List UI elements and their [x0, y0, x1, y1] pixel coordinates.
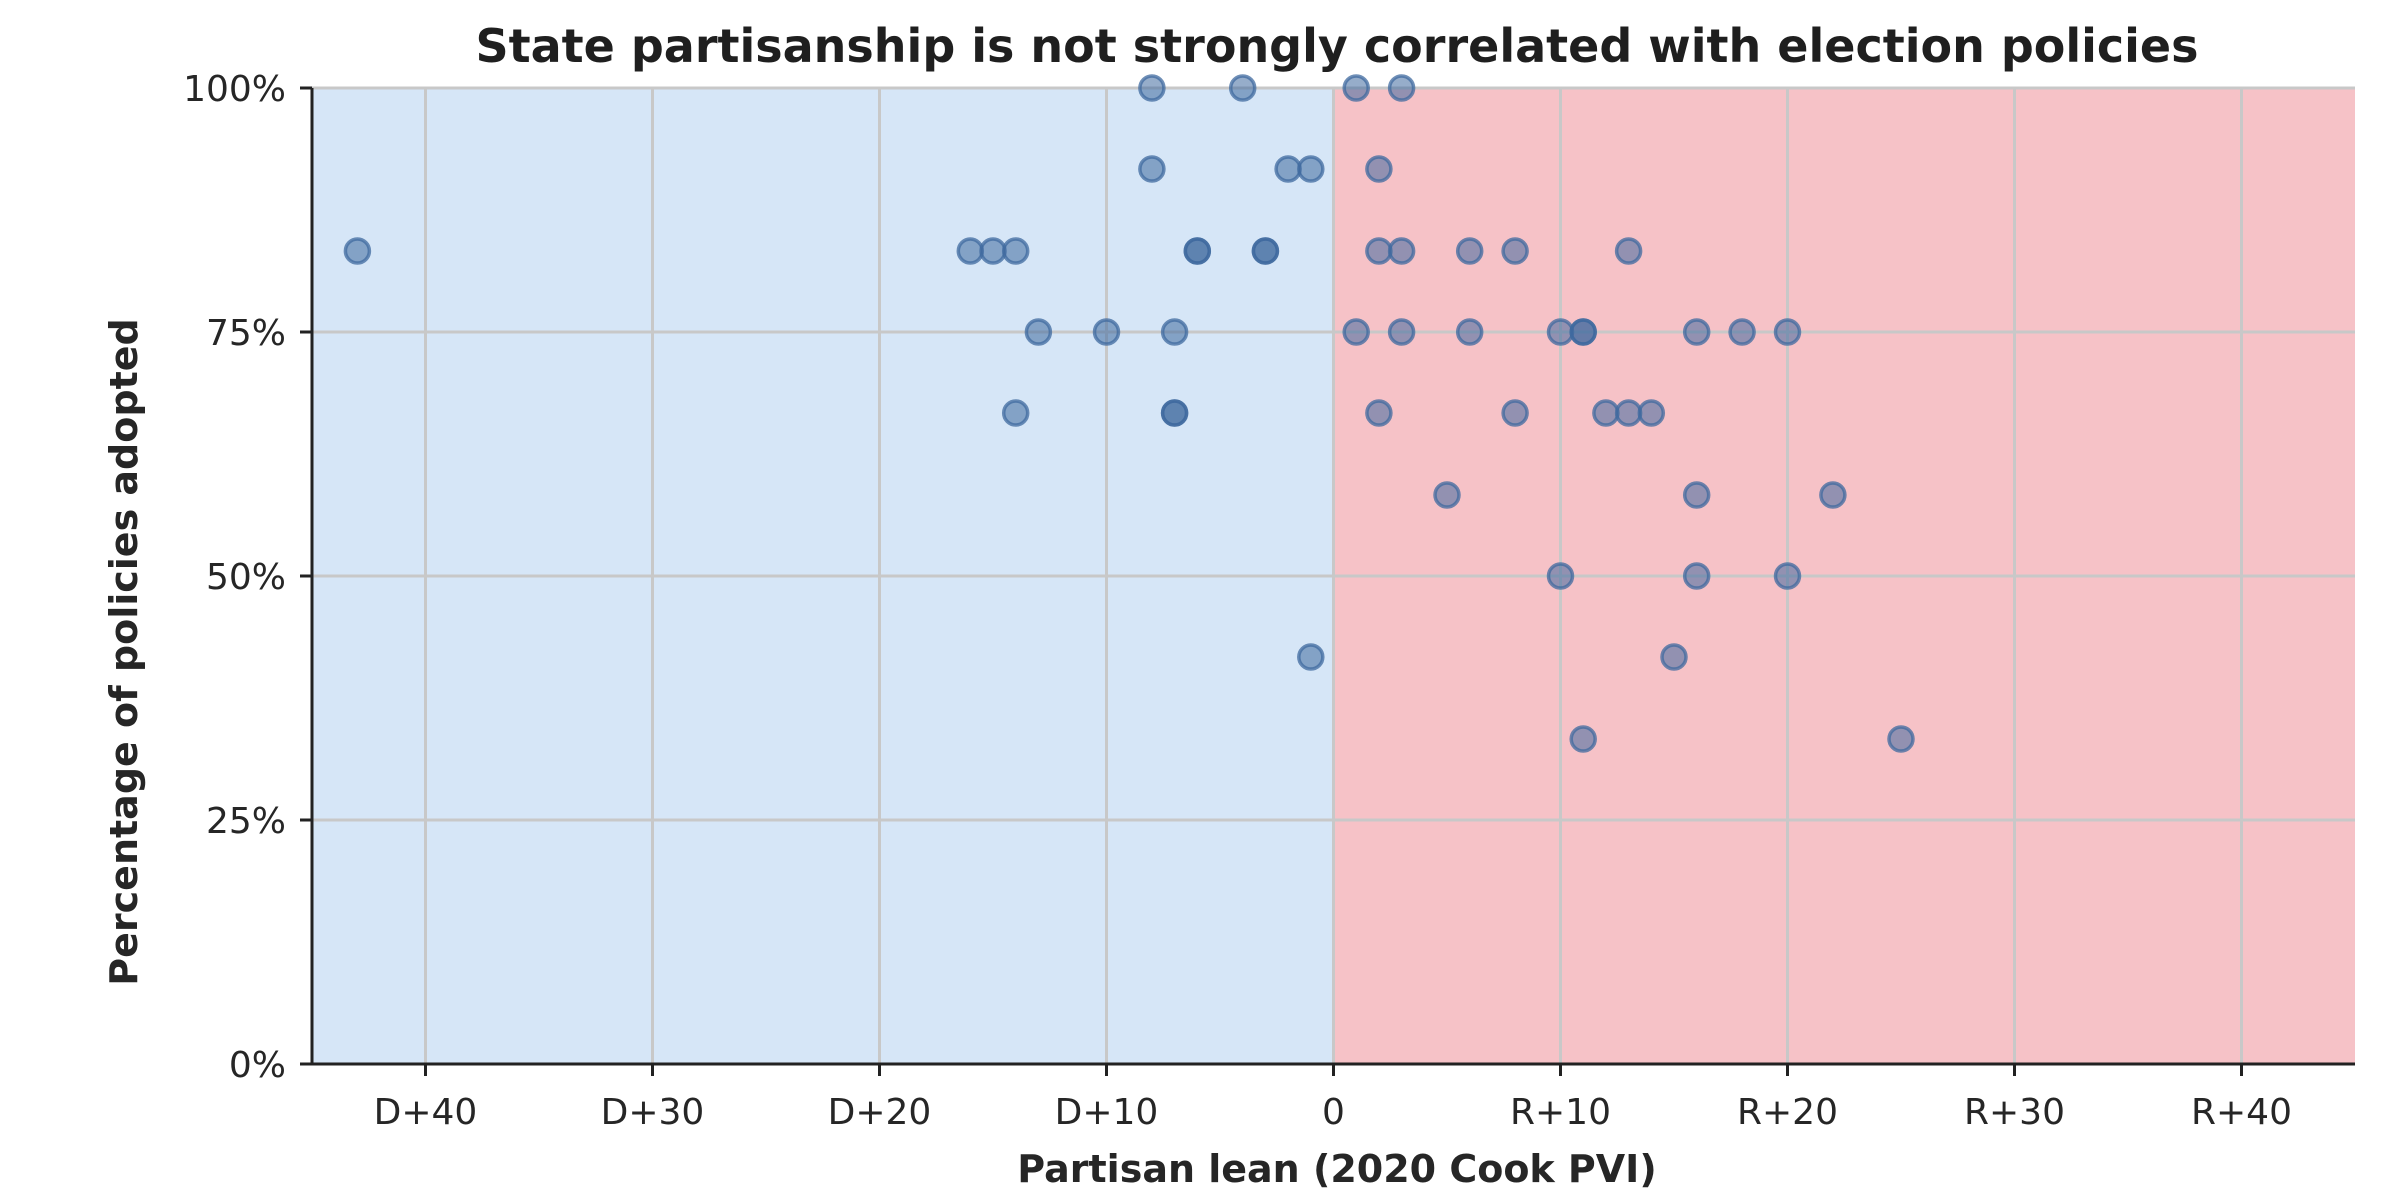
data-point	[1001, 237, 1030, 265]
y-tick-label: 50%	[206, 557, 286, 598]
data-point	[1228, 74, 1257, 102]
data-point	[1501, 399, 1529, 427]
data-point	[1773, 562, 1802, 590]
data-point	[1433, 481, 1461, 509]
data-point	[1138, 74, 1166, 102]
data-point	[343, 237, 372, 265]
data-point	[1365, 399, 1393, 427]
y-tick-label: 0%	[229, 1045, 286, 1086]
data-point	[1887, 725, 1915, 753]
tick-labels: D+40 D+30 D+20 D+10 0 R+10 R+20 R+30 R+40 0% 25% 50…	[183, 69, 2292, 1133]
data-point	[1682, 481, 1711, 509]
y-tick-label: 75%	[206, 313, 286, 354]
data-point	[1297, 155, 1325, 183]
x-tick-label: 0	[1322, 1092, 1345, 1133]
data-point	[1092, 318, 1121, 346]
data-point	[1455, 318, 1484, 346]
x-tick-label: R+30	[1964, 1092, 2065, 1133]
data-point	[956, 237, 985, 265]
data-point	[979, 237, 1007, 265]
data-point	[1455, 237, 1484, 265]
data-point	[1138, 155, 1166, 183]
y-tick-label: 25%	[206, 801, 286, 842]
data-point	[1501, 237, 1529, 265]
data-point	[1365, 155, 1393, 183]
data-point	[1365, 237, 1393, 265]
x-tick-label: D+30	[601, 1092, 705, 1133]
data-point	[1251, 237, 1280, 265]
data-point	[1682, 562, 1711, 590]
data-point	[1546, 562, 1575, 590]
data-point	[1592, 399, 1620, 427]
x-tick-label: D+40	[374, 1092, 478, 1133]
data-point	[1387, 237, 1416, 265]
data-point	[1546, 318, 1575, 346]
x-tick-label: R+10	[1510, 1092, 1611, 1133]
data-point	[1637, 399, 1666, 427]
data-point	[1773, 318, 1802, 346]
data-point	[1183, 237, 1212, 265]
data-point	[1660, 643, 1688, 671]
data-point	[1274, 155, 1302, 183]
data-point	[1728, 318, 1756, 346]
data-point	[1569, 318, 1597, 346]
y-axis-label: Percentage of policies adopted	[102, 318, 146, 985]
data-point	[1160, 399, 1189, 427]
data-point	[1024, 318, 1053, 346]
data-point	[1614, 237, 1643, 265]
x-axis-label: Partisan lean (2020 Cook PVI)	[1017, 1147, 1656, 1191]
data-point	[1387, 318, 1416, 346]
data-point	[1682, 318, 1711, 346]
data-point	[1569, 725, 1597, 753]
x-tick-label: D+20	[828, 1092, 932, 1133]
data-points	[343, 74, 1915, 753]
data-point	[1342, 318, 1370, 346]
data-point	[1614, 399, 1643, 427]
data-point	[1819, 481, 1847, 509]
data-point	[1160, 318, 1189, 346]
chart-title: State partisanship is not strongly corre…	[475, 19, 2198, 73]
data-point	[1001, 399, 1030, 427]
x-tick-label: R+40	[2191, 1092, 2292, 1133]
x-tick-label: R+20	[1737, 1092, 1838, 1133]
data-point	[1342, 74, 1370, 102]
y-tick-label: 100%	[183, 69, 286, 110]
data-point	[1297, 643, 1325, 671]
x-tick-label: D+10	[1055, 1092, 1159, 1133]
data-point	[1387, 74, 1416, 102]
